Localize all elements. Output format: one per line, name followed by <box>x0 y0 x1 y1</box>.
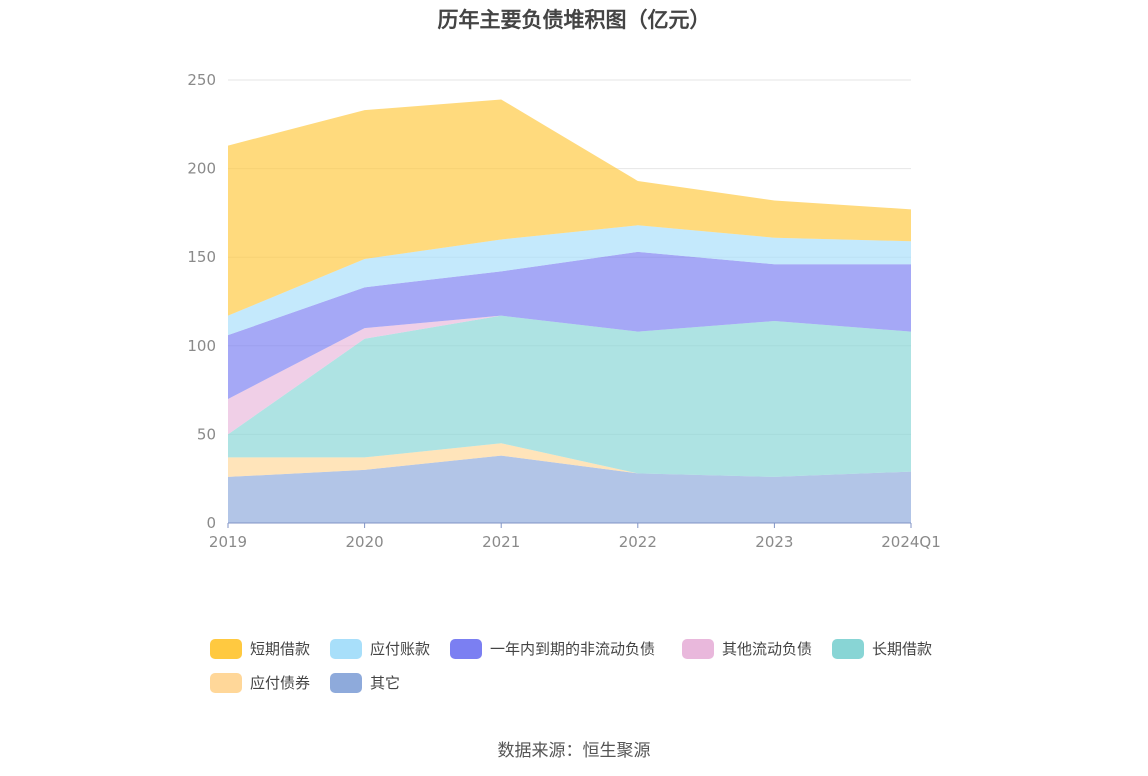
legend-item[interactable]: 其它 <box>330 672 400 693</box>
x-tick-label: 2021 <box>482 533 520 551</box>
area-series-0 <box>228 455 911 523</box>
legend-swatch <box>330 672 362 693</box>
legend-swatch <box>450 638 482 659</box>
legend-label: 其他流动负债 <box>722 640 813 658</box>
y-tick-label: 150 <box>187 248 216 266</box>
legend-item[interactable]: 应付债券 <box>210 672 310 693</box>
legend-item[interactable]: 应付账款 <box>330 638 430 659</box>
area-series-2 <box>228 315 911 477</box>
legend-label: 一年内到期的非流动负债 <box>490 640 656 658</box>
legend-swatch <box>832 638 864 659</box>
x-tick-label: 2019 <box>209 533 247 551</box>
area-series-5 <box>228 225 911 336</box>
legend-item[interactable]: 长期借款 <box>832 638 932 659</box>
legend-label: 其它 <box>370 674 401 692</box>
legend-swatch <box>330 638 362 659</box>
legend-label: 短期借款 <box>250 640 311 658</box>
x-tick-label: 2022 <box>619 533 657 551</box>
legend-item[interactable]: 其他流动负债 <box>682 638 812 659</box>
area-series-6 <box>228 99 911 316</box>
area-layer <box>228 99 911 523</box>
area-series-1 <box>228 443 911 477</box>
legend-label: 应付债券 <box>250 674 311 692</box>
y-tick-label: 200 <box>187 160 216 178</box>
chart-title: 历年主要负债堆积图（亿元） <box>437 8 711 32</box>
legend-swatch <box>210 672 242 693</box>
area-series-4 <box>228 251 911 399</box>
y-tick-label: 100 <box>187 337 216 355</box>
legend-label: 长期借款 <box>872 640 933 658</box>
legend-item[interactable]: 一年内到期的非流动负债 <box>450 638 655 659</box>
legend-swatch <box>682 638 714 659</box>
source-note: 数据来源：恒生聚源 <box>497 741 651 761</box>
legend-swatch <box>210 638 242 659</box>
x-tick-label: 2023 <box>755 533 793 551</box>
y-tick-label: 50 <box>197 425 216 443</box>
legend-item[interactable]: 短期借款 <box>210 638 310 659</box>
y-tick-label: 250 <box>187 71 216 89</box>
x-tick-label: 2020 <box>346 533 384 551</box>
axis-layer: 0 50 100 150 200 250 2019 2020 2021 2022 2023 2024Q… <box>187 71 940 551</box>
legend-label: 应付账款 <box>370 640 431 658</box>
y-tick-label: 0 <box>206 514 216 532</box>
x-tick-label: 2024Q1 <box>881 533 941 551</box>
